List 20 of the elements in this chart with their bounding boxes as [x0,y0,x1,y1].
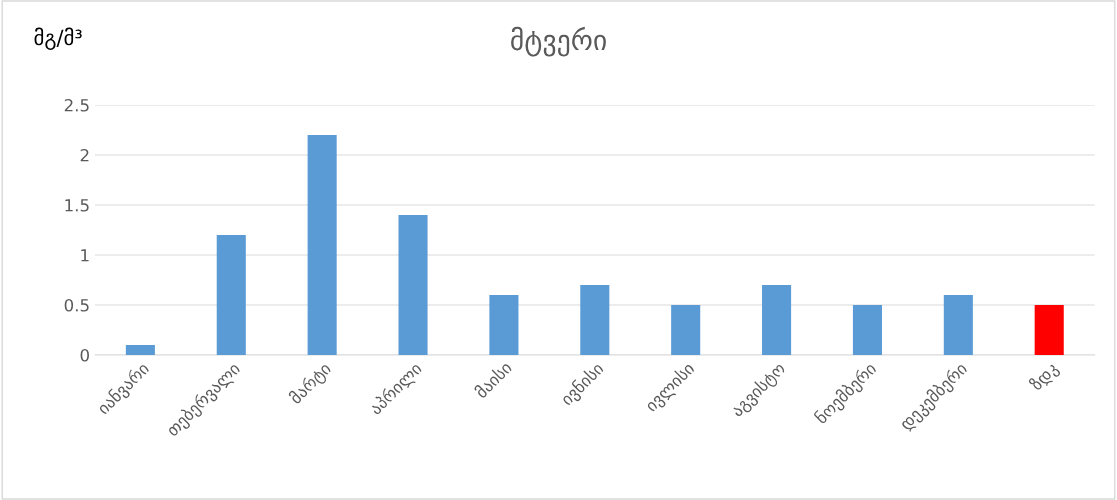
y-tick-label: 0.5 [64,298,89,312]
y-tick-label: 1 [81,249,89,262]
bar [852,305,882,355]
bar [398,215,428,355]
bar [1034,305,1064,355]
bar [125,345,155,355]
bar [307,135,337,355]
y-tick-label: 2.5 [64,98,89,112]
bar [489,295,519,355]
bar [943,295,973,355]
y-tick-label: 1.5 [65,199,89,212]
chart-title: მტვერი [511,26,606,57]
y-tick-label: 2 [80,148,89,162]
bar [580,285,610,355]
bar [762,285,792,355]
y-axis-title: მგ/მ³ [34,27,82,50]
x-tick-label: ზდკ [1027,360,1062,394]
bar [671,305,701,355]
y-tick-label: 0 [80,348,89,362]
bar [216,235,246,355]
